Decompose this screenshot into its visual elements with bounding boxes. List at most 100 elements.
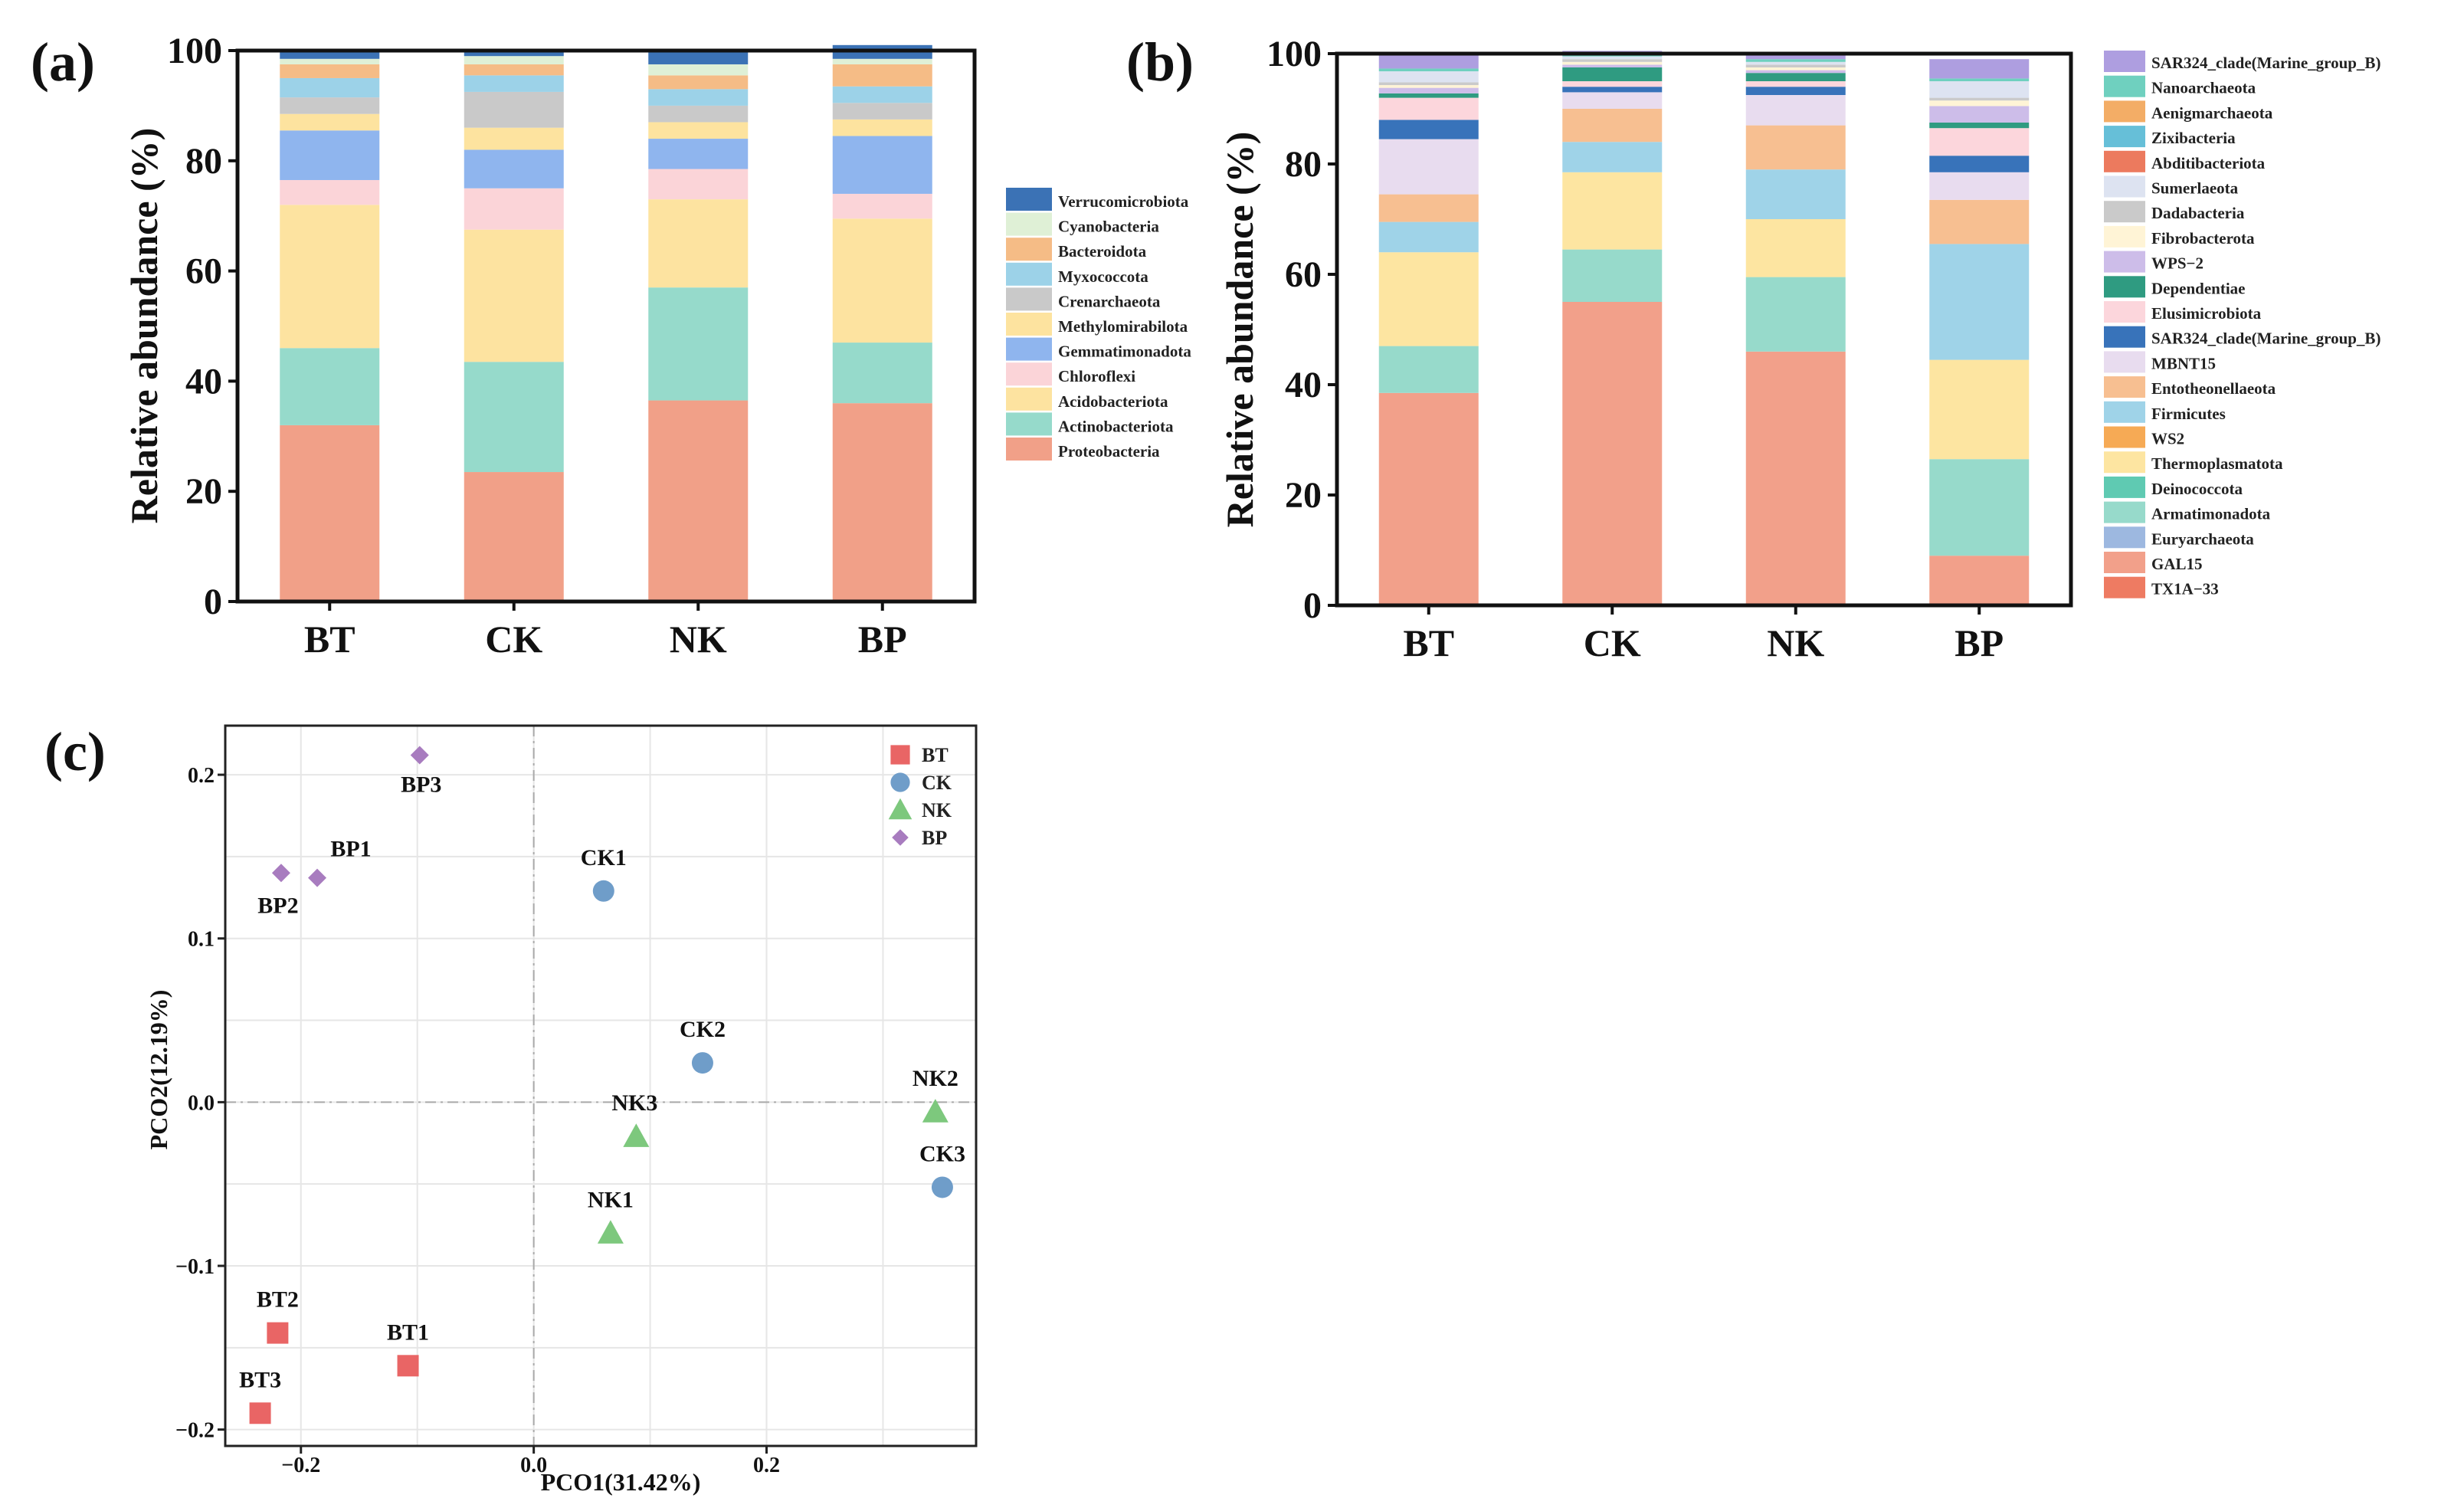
legend-swatch-dadabacteria	[2104, 201, 2145, 223]
legend-label-elusimicrobiota: Elusimicrobiota	[2151, 304, 2262, 323]
panel-label-c: (c)	[44, 721, 106, 782]
legend-label-bp: BP	[922, 827, 947, 849]
legend-label-dadabacteria: Dadabacteria	[2151, 204, 2245, 222]
legend-swatch-elusimicrobiota	[2104, 301, 2145, 323]
bar-ck-firmicutes	[1562, 142, 1663, 172]
legend-marker-nk	[888, 798, 913, 820]
bar-ck-gal15	[1562, 302, 1663, 605]
legend-swatch-aenigmarchaeota	[2104, 100, 2145, 123]
bar-bt-acidobacteriota	[280, 205, 380, 349]
bar-bp-gemmatimonadota	[832, 136, 932, 194]
bar-bp-firmicutes	[1929, 244, 2030, 360]
bar-bp-armatimonadota	[1929, 459, 2030, 556]
legend-label-nanoarchaeota: Nanoarchaeota	[2151, 79, 2256, 97]
bar-bt-wps-2	[1378, 87, 1479, 93]
legend-swatch-zixibacteria	[2104, 126, 2145, 148]
y-tick-label-80: 80	[185, 141, 222, 182]
bar-ck-verrucomicrobiota	[464, 51, 564, 57]
bar-bp-sumerlaeota	[1929, 81, 2030, 98]
bar-nk-sar324-clade-marine-group-b	[1745, 54, 1846, 60]
legend-label-ws2: WS2	[2151, 430, 2184, 448]
bar-nk-verrucomicrobiota	[648, 51, 749, 64]
bar-ck-myxococcota	[464, 75, 564, 92]
bar-bp-elusimicrobiota	[1929, 128, 2030, 156]
bar-bt-methylomirabilota	[280, 113, 380, 131]
legend-swatch-fibrobacterota	[2104, 225, 2145, 248]
y-tick-label-0: 0	[204, 582, 222, 622]
point-label-bp3: BP3	[401, 772, 441, 797]
bar-bt-myxococcota	[280, 77, 380, 98]
bar-bp-myxococcota	[832, 86, 932, 103]
panel-a-legend: Verrucomicrobiota Cyanobacteria Bacteroido…	[1006, 188, 1191, 461]
legend-swatch-mbnt15	[2104, 351, 2145, 373]
bar-bp-proteobacteria	[832, 403, 932, 602]
bar-bp-acidobacteriota	[832, 218, 932, 343]
bar-bt-bacteroidota	[280, 64, 380, 78]
bar-bp-thermoplasmatota	[1929, 359, 2030, 460]
bar-nk-dependentiae	[1745, 73, 1846, 81]
legend-swatch-proteobacteria	[1006, 438, 1052, 461]
bar-ck-entotheonellaeota	[1562, 109, 1663, 143]
bar-nk-elusimicrobiota	[1745, 81, 1846, 87]
legend-swatch-deinococcota	[2104, 476, 2145, 498]
y-tick-label-60: 60	[185, 251, 222, 292]
point-label-nk2: NK2	[913, 1066, 958, 1091]
y-tick-label: 0.0	[188, 1091, 215, 1115]
panel-b-ylabel: Relative abundance (%)	[1218, 132, 1261, 528]
bar-nk-proteobacteria	[648, 400, 749, 602]
legend-label-entotheonellaeota: Entotheonellaeota	[2151, 379, 2276, 398]
bar-ck-sar324-clade-marine-group-b-2	[1562, 87, 1663, 93]
bar-ck-proteobacteria	[464, 472, 564, 602]
bar-nk-dadabacteria	[1745, 64, 1846, 67]
bar-bp-bacteroidota	[832, 64, 932, 87]
x-tick-label-ck: CK	[1584, 621, 1641, 664]
legend-swatch-chloroflexi	[1006, 362, 1052, 386]
bar-bt-sumerlaeota	[1378, 71, 1479, 83]
legend-swatch-euryarchaeota	[2104, 526, 2145, 549]
panel-c-legend: BT CK NK BP	[888, 744, 952, 849]
y-tick-label-20: 20	[1285, 475, 1322, 516]
legend-label-sar324-clade-marine-group-b: SAR324_clade(Marine_group_B)	[2151, 54, 2380, 72]
x-tick-label-nk: NK	[1767, 621, 1824, 664]
legend-label-chloroflexi: Chloroflexi	[1058, 367, 1135, 385]
x-tick-label-ck: CK	[485, 618, 542, 661]
bar-ck-bacteroidota	[464, 64, 564, 76]
bar-bp-sar324-clade-marine-group-b-2	[1929, 156, 2030, 172]
x-tick-label-nk: NK	[670, 618, 727, 661]
bar-bt-dependentiae	[1378, 93, 1479, 98]
legend-swatch-nanoarchaeota	[2104, 75, 2145, 97]
plot-frame	[235, 48, 977, 604]
plot-frame	[224, 724, 978, 1447]
bar-bp-wps-2	[1929, 106, 2030, 123]
legend-swatch-entotheonellaeota	[2104, 376, 2145, 398]
legend-label-firmicutes: Firmicutes	[2151, 405, 2226, 423]
bar-ck-acidobacteriota	[464, 229, 564, 362]
panel-c-grid	[225, 726, 976, 1446]
bar-bt-actinobacteriota	[280, 348, 380, 425]
x-tick-label: −0.2	[281, 1454, 320, 1477]
bar-bp-dadabacteria	[1929, 97, 2030, 101]
bar-ck-methylomirabilota	[464, 127, 564, 150]
legend-swatch-gemmatimonadota	[1006, 337, 1052, 361]
bar-bp-crenarchaeota	[832, 103, 932, 120]
panel-c-axes: −0.2 0.0 0.2 −0.2 −0.1 0.0 0.1 0.2	[175, 724, 978, 1477]
panel-label-b: (b)	[1126, 31, 1194, 93]
bar-nk-cyanobacteria	[648, 64, 749, 76]
bar-bt-dadabacteria	[1378, 82, 1479, 86]
bar-bp-actinobacteriota	[832, 343, 932, 404]
legend-label-cyanobacteria: Cyanobacteria	[1058, 218, 1159, 236]
legend-swatch-actinobacteriota	[1006, 412, 1052, 436]
point-label-bt3: BT3	[239, 1367, 281, 1392]
bar-bt-verrucomicrobiota	[280, 51, 380, 59]
bar-ck-dependentiae	[1562, 67, 1663, 81]
bar-bt-firmicutes	[1378, 221, 1479, 253]
bar-bp-methylomirabilota	[832, 119, 932, 136]
panel-b-axes: BT CK NK BP 0 20 40 60 80 100	[1266, 34, 2073, 664]
legend-label-gal15: GAL15	[2151, 555, 2203, 573]
bar-bt-chloroflexi	[280, 179, 380, 205]
point-label-ck3: CK3	[919, 1141, 965, 1166]
point-bp1	[308, 868, 327, 887]
legend-label-wps-2: WPS−2	[2151, 254, 2204, 273]
bar-bt-armatimonadota	[1378, 346, 1479, 393]
